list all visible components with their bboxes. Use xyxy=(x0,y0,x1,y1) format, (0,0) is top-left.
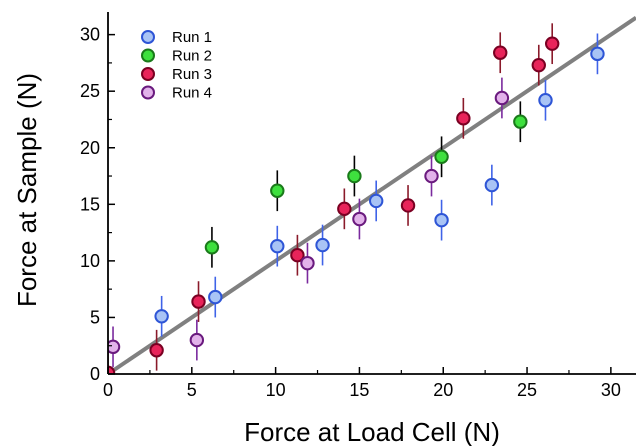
data-point xyxy=(150,344,162,356)
data-point xyxy=(402,199,414,211)
x-tick-label: 30 xyxy=(601,380,621,400)
legend-item-run-1: Run 1 xyxy=(142,29,212,46)
x-tick-label: 0 xyxy=(103,380,113,400)
x-tick-label: 10 xyxy=(266,380,286,400)
y-tick-label: 10 xyxy=(80,251,100,271)
data-point xyxy=(496,92,508,104)
x-tick-label: 20 xyxy=(433,380,453,400)
series-run-1 xyxy=(155,33,603,336)
legend-item-run-3: Run 3 xyxy=(142,66,212,83)
legend-item-run-4: Run 4 xyxy=(142,85,212,102)
y-tick-label: 0 xyxy=(90,364,100,384)
legend-marker xyxy=(142,31,154,43)
data-point xyxy=(338,203,350,215)
data-point xyxy=(435,214,447,226)
legend-item-run-2: Run 2 xyxy=(142,48,212,65)
data-point xyxy=(271,240,283,252)
data-point xyxy=(546,37,558,49)
y-tick-label: 25 xyxy=(80,81,100,101)
y-tick-label: 20 xyxy=(80,138,100,158)
data-point xyxy=(301,257,313,269)
legend-label: Run 4 xyxy=(172,85,212,102)
data-point xyxy=(209,291,221,303)
data-point xyxy=(435,151,447,163)
legend-marker xyxy=(142,87,154,99)
data-point xyxy=(591,48,603,60)
data-point xyxy=(486,179,498,191)
data-point xyxy=(191,334,203,346)
x-tick-label: 25 xyxy=(517,380,537,400)
data-point xyxy=(494,47,506,59)
y-axis-title: Force at Sample (N) xyxy=(12,73,42,307)
legend-label: Run 1 xyxy=(172,29,212,46)
data-point xyxy=(457,112,469,124)
series-run-3 xyxy=(102,23,559,393)
data-point xyxy=(353,213,365,225)
x-tick-label: 15 xyxy=(349,380,369,400)
data-point xyxy=(348,170,360,182)
data-point xyxy=(533,59,545,71)
legend-label: Run 3 xyxy=(172,66,212,83)
data-point xyxy=(271,185,283,197)
data-point xyxy=(206,241,218,253)
data-point xyxy=(514,116,526,128)
legend-label: Run 2 xyxy=(172,48,212,65)
data-point xyxy=(370,195,382,207)
legend-marker xyxy=(142,50,154,62)
data-point xyxy=(316,239,328,251)
data-point xyxy=(425,170,437,182)
data-point xyxy=(539,94,551,106)
y-tick-label: 5 xyxy=(90,307,100,327)
y-tick-label: 30 xyxy=(80,25,100,45)
data-point xyxy=(192,295,204,307)
data-point xyxy=(155,310,167,322)
x-axis-title: Force at Load Cell (N) xyxy=(244,417,500,446)
y-tick-label: 15 xyxy=(80,194,100,214)
x-tick-label: 5 xyxy=(187,380,197,400)
legend-marker xyxy=(142,68,154,80)
